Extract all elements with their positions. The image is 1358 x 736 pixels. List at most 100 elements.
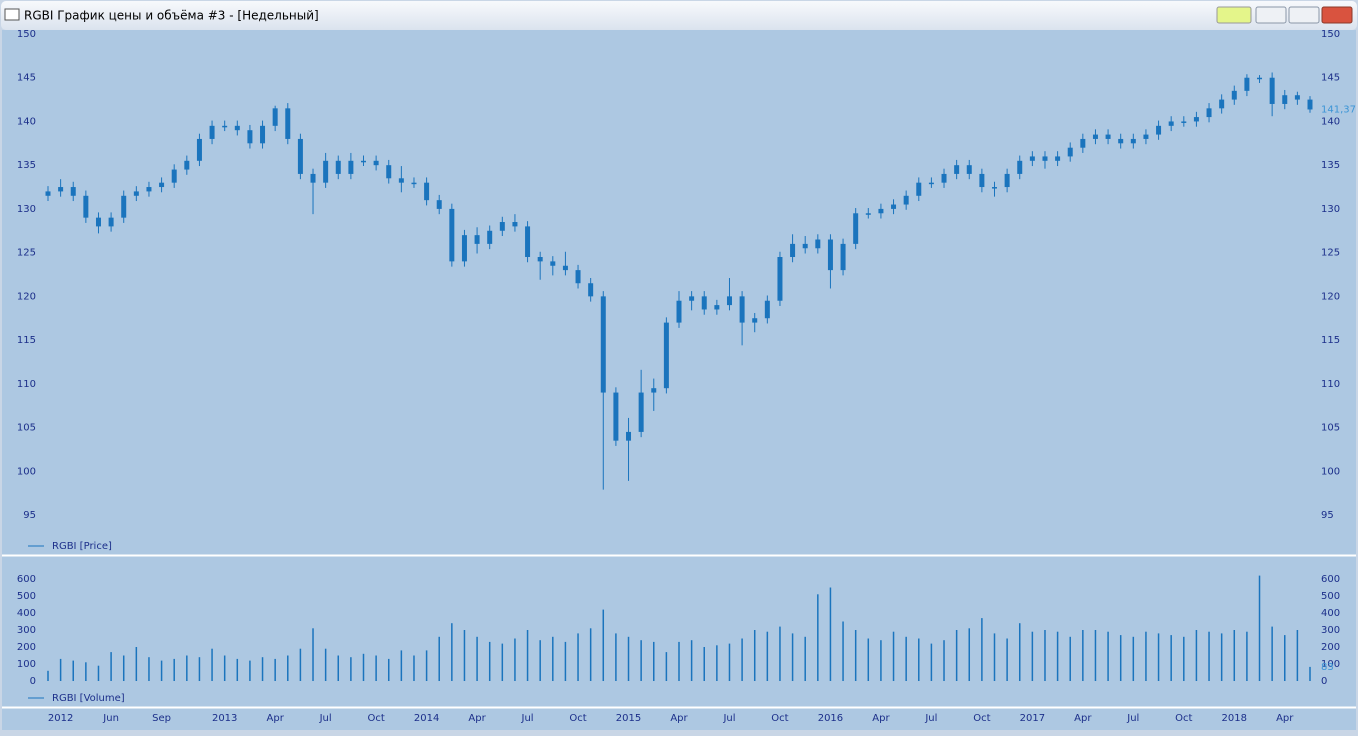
volume-bar	[955, 630, 958, 681]
y-tick-label: 200	[17, 642, 36, 653]
y-tick-label: 400	[17, 608, 36, 619]
volume-bar	[324, 648, 327, 681]
candle-body	[689, 296, 695, 301]
candle-body	[600, 296, 606, 393]
volume-bar	[867, 638, 870, 681]
y-tick-label: 300	[17, 625, 36, 636]
candle-body	[928, 182, 934, 185]
candle-body	[1282, 95, 1288, 104]
candle-body	[992, 187, 997, 189]
volume-bar	[1284, 635, 1286, 681]
x-tick-label: Jun	[102, 713, 119, 724]
candle-body	[1244, 77, 1250, 91]
last-price-label: 141,37	[1321, 104, 1356, 115]
candle-body	[815, 239, 821, 249]
volume-bar	[261, 657, 264, 681]
candle-body	[638, 392, 644, 432]
candle-body	[663, 322, 669, 389]
candle-body	[348, 160, 354, 174]
x-tick-label: Oct	[1175, 713, 1192, 724]
volume-bar	[211, 648, 213, 681]
x-tick-label: Jul	[319, 713, 332, 724]
minimize-button[interactable]	[1255, 6, 1287, 24]
window-icon	[4, 8, 20, 21]
volume-bar	[1031, 631, 1034, 681]
volume-bar	[148, 657, 150, 681]
volume-bar	[526, 630, 529, 681]
x-tick-label: 2012	[48, 713, 73, 724]
candle-body	[752, 318, 758, 323]
candle-body	[209, 125, 215, 139]
volume-bar	[1018, 623, 1021, 681]
volume-bar	[615, 633, 617, 681]
y-tick-label-right: 100	[1321, 466, 1340, 477]
candle-body	[398, 178, 404, 183]
volume-bar	[287, 655, 289, 681]
link-button[interactable]	[1216, 6, 1252, 24]
candle-body	[247, 130, 253, 144]
legend-label: RGBI [Volume]	[52, 693, 125, 704]
candle-body	[184, 160, 190, 170]
y-tick-label: 100	[17, 659, 36, 670]
y-tick-label-right: 200	[1321, 642, 1340, 653]
close-button[interactable]	[1321, 6, 1353, 24]
volume-bar	[1170, 635, 1172, 681]
volume-bar	[350, 657, 352, 681]
candle-body	[1105, 134, 1111, 139]
volume-bar	[968, 628, 971, 681]
volume-bar	[753, 630, 756, 681]
candle-body	[865, 213, 871, 215]
candle-body	[739, 296, 745, 323]
y-tick-label: 115	[17, 335, 36, 346]
candle-body	[499, 222, 505, 231]
volume-bar	[1296, 630, 1299, 681]
candle-body	[676, 300, 682, 323]
maximize-button[interactable]	[1288, 6, 1320, 24]
volume-bar	[552, 636, 554, 681]
candle-body	[83, 195, 89, 218]
x-tick-label: Oct	[569, 713, 586, 724]
volume-bar	[930, 643, 933, 681]
volume-bar	[1246, 631, 1248, 681]
candle-body	[1206, 108, 1212, 118]
x-tick-label: Apr	[267, 713, 285, 724]
candle-body	[1181, 121, 1187, 123]
y-tick-label-right: 130	[1321, 204, 1340, 215]
x-tick-label: Apr	[670, 713, 688, 724]
volume-bar	[299, 648, 302, 681]
volume-bar	[249, 660, 251, 681]
x-tick-label: Sep	[152, 713, 171, 724]
last-volume-label: 83	[1321, 662, 1334, 673]
volume-bar	[1044, 630, 1046, 681]
volume-bar	[577, 633, 579, 681]
candle-body	[1080, 138, 1086, 148]
volume-bar	[804, 636, 806, 681]
y-tick-label: 95	[23, 510, 36, 521]
volume-bar	[829, 587, 832, 681]
candle-body	[1029, 156, 1035, 161]
candle-body	[840, 243, 846, 271]
x-tick-label: Apr	[872, 713, 890, 724]
volume-bar	[236, 658, 239, 681]
y-tick-label: 125	[17, 248, 36, 259]
candle-body	[108, 217, 114, 227]
volume-bar	[1195, 630, 1198, 681]
volume-bar	[488, 641, 491, 681]
candle-body	[171, 169, 177, 183]
volume-bar	[1006, 638, 1008, 681]
candle-body	[1130, 138, 1136, 144]
volume-bar	[1309, 666, 1311, 681]
x-tick-label: 2015	[616, 713, 641, 724]
candle-body	[588, 283, 594, 297]
x-axis-strip	[2, 709, 1356, 729]
y-tick-label-right: 300	[1321, 625, 1340, 636]
candle-body	[714, 305, 720, 310]
x-tick-label: Apr	[468, 713, 486, 724]
volume-bar	[362, 653, 365, 681]
candle-body	[58, 187, 64, 192]
candle-body	[361, 160, 366, 163]
volume-bar	[1183, 636, 1185, 681]
volume-bar	[716, 645, 718, 681]
candle-body	[487, 230, 493, 244]
volume-bar	[463, 630, 466, 681]
